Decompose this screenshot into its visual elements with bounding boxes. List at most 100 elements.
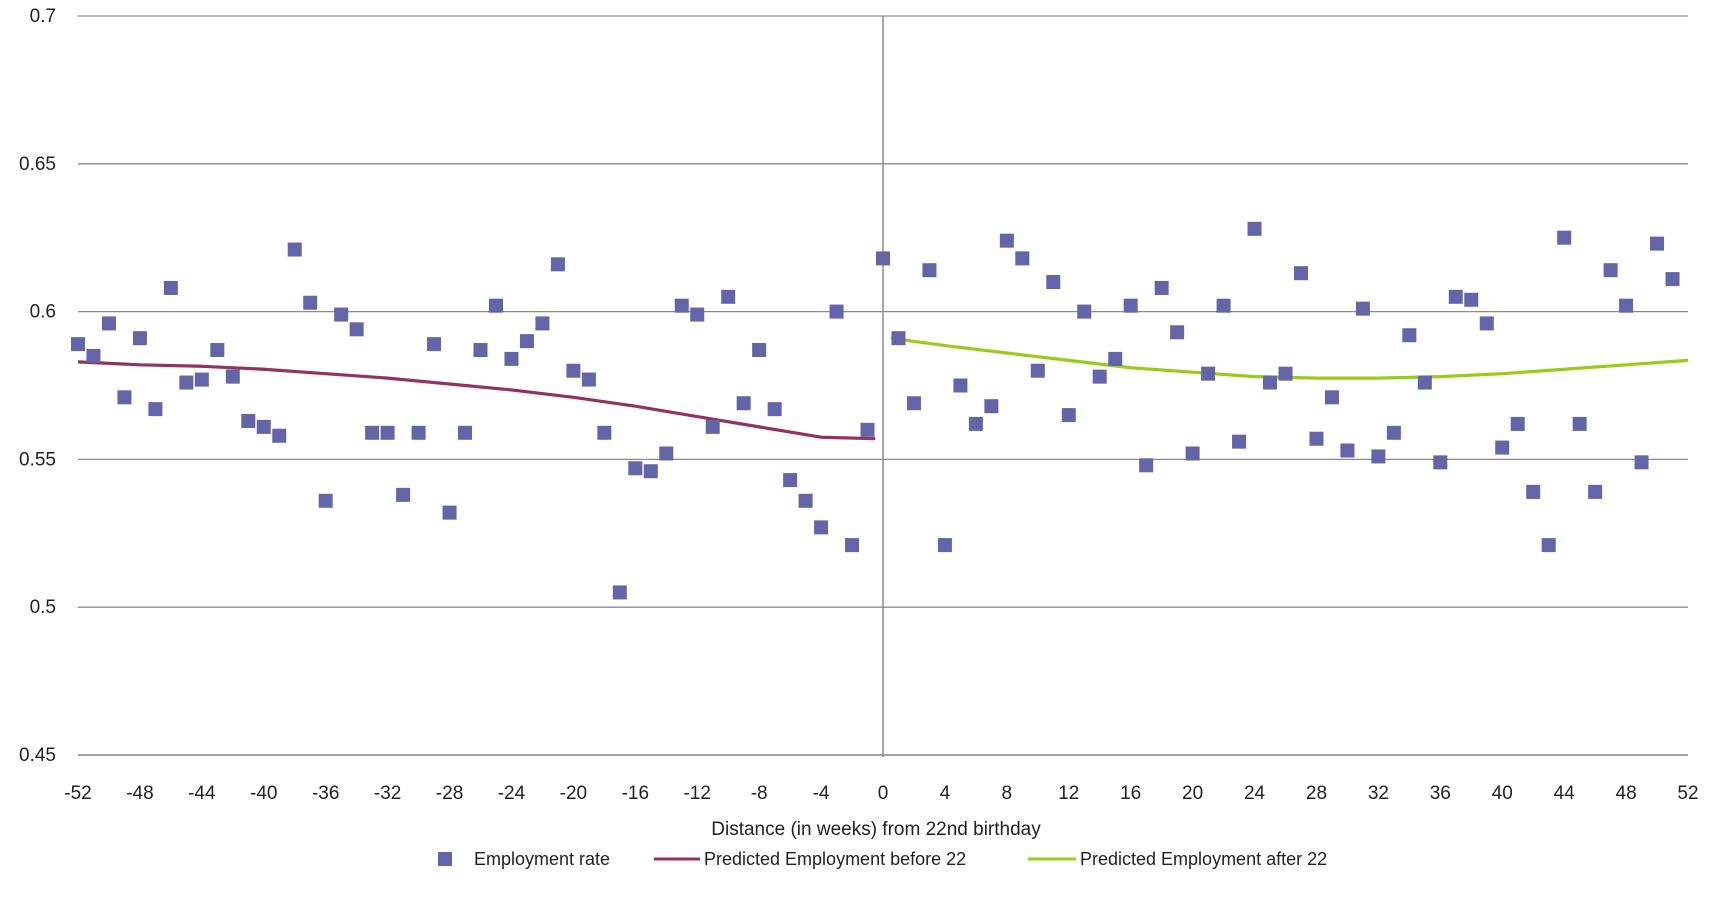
data-point (287, 242, 302, 257)
data-point (179, 375, 194, 390)
x-tick-label: 52 (1677, 783, 1698, 804)
x-tick-label: -52 (64, 783, 91, 804)
x-axis-tick-labels: -52 -48 -44 -40 -36 -32 -28 -24 -20 -16 -12 -8 -4 0 4 8… (64, 783, 1698, 804)
x-tick-label: -16 (622, 783, 649, 804)
legend-label-before-22: Predicted Employment before 22 (704, 849, 966, 869)
data-point (1464, 292, 1479, 307)
y-tick-label: 0.65 (19, 154, 56, 175)
scatter-markers (71, 221, 1680, 600)
data-point (241, 413, 256, 428)
data-point (1557, 230, 1572, 245)
data-point (504, 351, 519, 366)
data-point (1541, 538, 1556, 553)
data-point (1263, 375, 1278, 390)
data-point (1278, 366, 1293, 381)
data-point (132, 331, 147, 346)
data-point (1154, 280, 1169, 295)
data-point (1417, 375, 1432, 390)
data-point (225, 369, 240, 384)
data-point (705, 419, 720, 434)
x-tick-label: -8 (751, 783, 768, 804)
data-point (1495, 440, 1510, 455)
data-point (148, 402, 163, 417)
data-point (845, 538, 860, 553)
data-point (1092, 369, 1107, 384)
data-point (550, 257, 565, 272)
data-point (1433, 455, 1448, 470)
x-tick-label: -28 (436, 783, 463, 804)
data-point (674, 298, 689, 313)
data-point (721, 289, 736, 304)
data-point (1650, 236, 1665, 251)
data-point (442, 505, 457, 520)
data-point (628, 461, 643, 476)
data-point (984, 399, 999, 414)
data-point (318, 493, 333, 508)
data-point (1123, 298, 1138, 313)
data-point (1510, 416, 1525, 431)
data-point (86, 348, 101, 363)
x-tick-label: -40 (250, 783, 277, 804)
data-point (1139, 458, 1154, 473)
data-point (752, 343, 767, 358)
data-point (1634, 455, 1649, 470)
x-tick-label: 44 (1554, 783, 1576, 804)
data-point (876, 251, 890, 266)
data-point (1015, 251, 1030, 266)
data-point (71, 337, 85, 352)
y-axis-tick-labels: 0.45 0.5 0.55 0.6 0.65 0.7 (19, 6, 56, 766)
data-point (473, 343, 488, 358)
data-point (488, 298, 503, 313)
x-tick-label: -32 (374, 783, 401, 804)
data-point (1293, 266, 1308, 281)
y-tick-label: 0.55 (19, 449, 56, 470)
data-point (937, 538, 952, 553)
x-tick-label: 12 (1058, 783, 1079, 804)
data-point (1216, 298, 1231, 313)
data-point (767, 402, 782, 417)
legend-marker-employment-rate (438, 852, 452, 866)
x-tick-label: 20 (1182, 783, 1203, 804)
legend-label-after-22: Predicted Employment after 22 (1080, 849, 1327, 869)
data-point (1479, 316, 1494, 331)
data-point (829, 304, 844, 319)
data-point (1232, 434, 1247, 449)
x-tick-label: -36 (312, 783, 339, 804)
data-point (256, 419, 271, 434)
x-tick-label: -12 (683, 783, 710, 804)
data-point (953, 378, 968, 393)
data-point (690, 307, 705, 322)
x-tick-label: -20 (560, 783, 587, 804)
data-point (1386, 425, 1401, 440)
data-point (1588, 484, 1603, 499)
data-point (411, 425, 426, 440)
data-point (814, 520, 829, 535)
data-point (1201, 366, 1216, 381)
data-point (427, 337, 442, 352)
y-tick-label: 0.7 (30, 6, 56, 27)
data-point (968, 416, 983, 431)
x-tick-label: 28 (1306, 783, 1327, 804)
data-point (1324, 390, 1339, 405)
data-point (1108, 351, 1123, 366)
legend: Employment rate Predicted Employment bef… (438, 849, 1327, 869)
x-tick-label: 36 (1430, 783, 1451, 804)
data-point (999, 233, 1014, 248)
data-point (1061, 408, 1076, 423)
x-tick-label: 32 (1368, 783, 1389, 804)
data-point (643, 464, 658, 479)
data-point (922, 263, 937, 278)
data-point (891, 331, 906, 346)
data-point (349, 322, 364, 337)
x-tick-label: -4 (813, 783, 830, 804)
data-point (798, 493, 813, 508)
data-point (659, 446, 674, 461)
series-line (77, 360, 876, 441)
data-point (1526, 484, 1541, 499)
data-point (1572, 416, 1587, 431)
x-tick-label: 24 (1244, 783, 1266, 804)
data-point (535, 316, 550, 331)
data-point (1046, 275, 1061, 290)
